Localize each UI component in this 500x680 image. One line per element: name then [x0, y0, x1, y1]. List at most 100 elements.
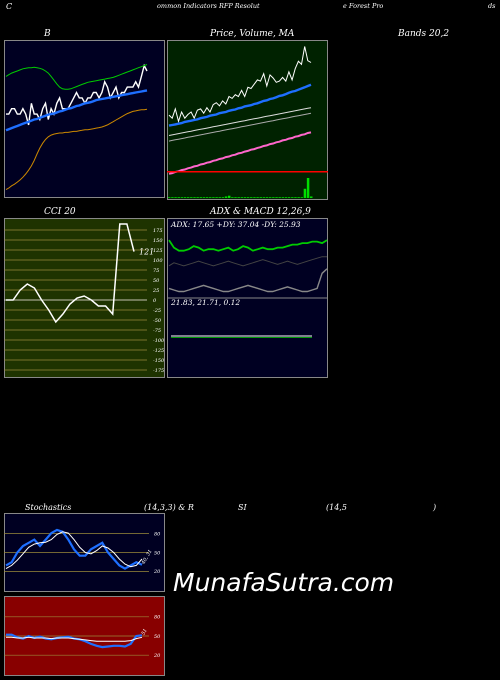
adx-macd-chart: ADX: 17.65 +DY: 37.04 -DY: 25.93 21.83, 2…: [167, 218, 328, 378]
volume-bar: [272, 197, 275, 198]
header-left: C: [6, 2, 13, 11]
volume-bar: [281, 197, 285, 198]
volume-bar: [259, 197, 263, 198]
volume-bar: [209, 197, 212, 198]
price-price-line: [168, 46, 312, 124]
volume-bar: [291, 197, 294, 198]
rsi-params: (14,5: [326, 503, 347, 512]
cci-tick-label: -50: [153, 318, 162, 324]
header-right: e Forest Pro: [343, 2, 384, 10]
cci-tick-label: -175: [153, 368, 164, 374]
adx-values-label: ADX: 17.65 +DY: 37.04 -DY: 25.93: [170, 220, 301, 229]
volume-bar: [310, 196, 313, 198]
price-ma-chart: [167, 40, 328, 200]
header-center: ommon Indicators RFP Resolut: [157, 2, 260, 10]
watermark: MunafaSutra.com: [173, 568, 395, 597]
cci-value-label: 121: [139, 248, 154, 257]
volume-bar: [284, 197, 288, 198]
volume-bar: [294, 197, 297, 198]
volume-bar: [237, 197, 240, 198]
volume-bar: [171, 197, 174, 198]
volume-bar: [275, 197, 278, 198]
cci-tick-label: 75: [153, 268, 159, 274]
price-ma_slow-line: [168, 112, 312, 142]
volume-bar: [287, 197, 291, 198]
bollinger-lower-line: [5, 108, 148, 191]
volume-bar: [268, 197, 272, 198]
volume-bar: [256, 197, 259, 198]
bollinger-middle-line: [5, 89, 148, 132]
cci-tick-label: 150: [153, 238, 163, 244]
volume-bar: [212, 197, 215, 198]
adx-minus_di-line: [168, 256, 328, 267]
volume-bar: [202, 197, 206, 198]
cci-tick-label: 125: [153, 248, 163, 254]
volume-bar: [183, 197, 187, 198]
bands-title: Bands 20,2: [398, 29, 450, 39]
rsi-title: SI: [238, 503, 247, 512]
price-ma_mid-line: [168, 107, 312, 136]
bollinger-price-line: [6, 63, 148, 126]
volume-bar: [177, 197, 180, 198]
cci-tick-label: -75: [153, 328, 161, 334]
stoch-params: (14,3,3) & R: [144, 503, 194, 512]
cci-tick-label: 25: [152, 288, 159, 294]
volume-bar: [186, 197, 190, 198]
volume-bar: [193, 197, 196, 198]
volume-bar: [199, 197, 203, 198]
volume-bar: [262, 197, 266, 198]
adx-title: ADX & MACD 12,26,9: [210, 207, 311, 217]
volume-bar: [234, 197, 237, 198]
rsi-signal-line: [6, 636, 143, 642]
adx-adx_line-line: [168, 268, 328, 293]
rsi-value-label: 51: [141, 628, 149, 637]
macd-values-label: 21.83, 21.71, 0.12: [170, 298, 240, 307]
volume-bar: [250, 197, 253, 198]
bollinger-chart: [4, 40, 165, 198]
volume-bar: [196, 197, 199, 198]
cci-line: [6, 223, 135, 324]
volume-bar: [300, 197, 304, 198]
volume-bar: [205, 197, 209, 198]
rsi-close-paren: ): [433, 503, 437, 512]
volume-bar: [265, 197, 269, 198]
volume-bar: [253, 197, 256, 198]
volume-bar: [168, 197, 171, 198]
volume-bar: [278, 197, 281, 198]
price-ma-title: Price, Volume, MA: [210, 29, 295, 39]
price-baseline-red: [167, 171, 328, 173]
cci-tick-label: 100: [153, 258, 163, 264]
volume-bar: [240, 197, 244, 198]
volume-bar: [246, 197, 250, 198]
cci-tick-label: 0: [153, 298, 157, 304]
volume-bar: [190, 197, 193, 198]
volume-bar: [224, 196, 228, 198]
volume-bar: [174, 197, 177, 198]
rsi-tick-label: 50: [154, 634, 161, 640]
cci-tick-label: -100: [153, 338, 165, 344]
volume-bar: [297, 197, 300, 198]
volume-bar: [306, 178, 310, 198]
stoch-tick-label: 50: [154, 550, 161, 556]
cci-tick-label: -150: [153, 358, 165, 364]
header-far-right: ds: [488, 2, 496, 10]
volume-bar: [231, 197, 234, 198]
volume-bar: [221, 197, 225, 198]
stoch-tick-label: 80: [154, 531, 161, 537]
volume-bar: [180, 197, 184, 198]
volume-bar: [215, 197, 218, 198]
rsi-tick-label: 20: [153, 653, 161, 659]
volume-bar: [303, 188, 307, 198]
stoch-title: Stochastics: [25, 503, 72, 512]
cci-chart: 175 150 125 100 75 50 25 0 -25 -50 -75 -100 -125 -150…: [4, 218, 165, 378]
stoch-d-line: [5, 531, 143, 570]
volume-bar: [243, 197, 247, 198]
price-ma_long-line: [168, 131, 312, 175]
cci-tick-label: -125: [153, 348, 164, 354]
price-ma_fast-line: [168, 83, 312, 127]
volume-bar: [218, 197, 221, 198]
adx-plus_di-line: [168, 239, 328, 252]
stoch-tick-label: 20: [153, 569, 161, 575]
rsi-chart: 80 50 20 51: [4, 596, 165, 676]
